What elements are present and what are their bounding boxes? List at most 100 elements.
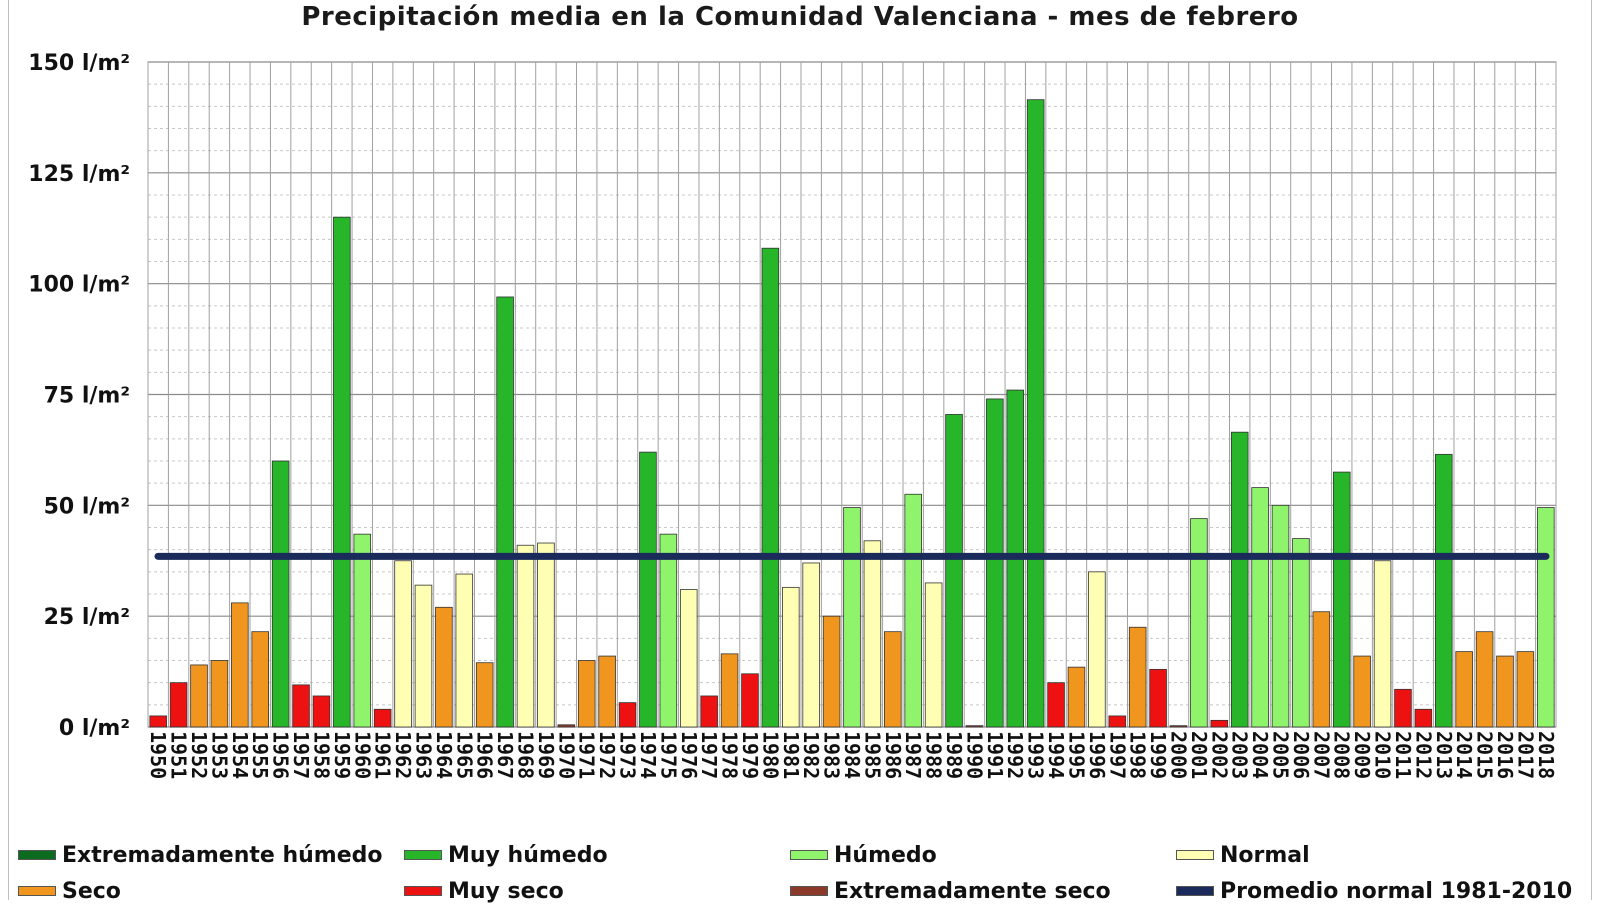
bar-1974 bbox=[639, 451, 657, 728]
bar-1975 bbox=[659, 533, 678, 728]
x-tick-label: 1981 bbox=[779, 731, 803, 779]
x-tick-label: 2012 bbox=[1411, 731, 1435, 779]
x-tick-label: 1962 bbox=[391, 731, 415, 779]
chart-frame bbox=[8, 0, 1592, 900]
bar-1978 bbox=[720, 653, 739, 728]
x-tick-label: 1973 bbox=[616, 731, 640, 779]
bar-1952 bbox=[190, 664, 208, 728]
legend-swatch bbox=[790, 886, 828, 896]
bar-1961 bbox=[373, 708, 392, 728]
x-tick-label: 2004 bbox=[1248, 731, 1272, 779]
bar-1990 bbox=[965, 725, 984, 728]
legend-swatch bbox=[404, 850, 442, 860]
x-tick-label: 2017 bbox=[1513, 731, 1537, 779]
bar-1973 bbox=[618, 702, 637, 728]
x-tick-label: 2005 bbox=[1269, 731, 1293, 779]
bar-2007 bbox=[1312, 611, 1331, 728]
bar-2012 bbox=[1414, 708, 1433, 728]
legend-label: Extremadamente húmedo bbox=[62, 842, 383, 868]
x-tick-label: 1955 bbox=[248, 731, 272, 779]
x-tick-label: 1967 bbox=[493, 731, 517, 779]
legend-item-normal: Normal bbox=[1176, 842, 1310, 868]
x-tick-label: 1999 bbox=[1146, 731, 1170, 779]
bar-2009 bbox=[1353, 655, 1371, 728]
legend-swatch bbox=[18, 850, 56, 860]
x-tick-label: 1966 bbox=[473, 731, 497, 779]
x-tick-label: 1971 bbox=[575, 731, 599, 779]
x-tick-label: 1983 bbox=[820, 731, 844, 779]
x-tick-label: 1980 bbox=[758, 731, 782, 779]
bar-2018 bbox=[1537, 507, 1555, 728]
x-tick-label: 1996 bbox=[1085, 731, 1109, 779]
bar-1960 bbox=[353, 533, 372, 728]
x-tick-label: 1953 bbox=[207, 731, 231, 779]
x-tick-label: 2014 bbox=[1452, 731, 1476, 779]
bar-1982 bbox=[802, 562, 820, 728]
legend-label: Muy húmedo bbox=[448, 842, 608, 868]
x-tick-label: 1965 bbox=[452, 731, 476, 779]
bar-1991 bbox=[986, 398, 1004, 728]
x-tick-label: 1956 bbox=[269, 731, 293, 779]
x-tick-label: 1963 bbox=[411, 731, 435, 779]
y-tick-label: 150 l/m² bbox=[28, 51, 130, 76]
bar-1993 bbox=[1026, 99, 1045, 728]
bar-1972 bbox=[598, 655, 616, 728]
x-tick-label: 1977 bbox=[697, 731, 721, 779]
x-tick-label: 1994 bbox=[1044, 731, 1068, 779]
x-tick-label: 1970 bbox=[554, 731, 578, 779]
x-tick-label: 1957 bbox=[289, 731, 313, 779]
bar-2016 bbox=[1496, 655, 1514, 728]
legend-label: Extremadamente seco bbox=[834, 878, 1111, 904]
bar-1958 bbox=[312, 695, 331, 728]
x-axis-ticks: 1950195119521953195419551956195719581959… bbox=[146, 731, 1558, 779]
bar-1997 bbox=[1108, 715, 1127, 728]
bar-1957 bbox=[292, 684, 310, 728]
x-tick-label: 1992 bbox=[1003, 731, 1027, 779]
bar-2017 bbox=[1516, 651, 1535, 728]
legend-label: Húmedo bbox=[834, 842, 937, 868]
bars bbox=[149, 99, 1555, 728]
bar-1985 bbox=[863, 540, 882, 728]
bar-1980 bbox=[761, 247, 780, 728]
bar-2001 bbox=[1190, 518, 1208, 728]
x-tick-label: 1974 bbox=[636, 731, 660, 779]
bar-1971 bbox=[577, 660, 596, 728]
bar-1963 bbox=[414, 584, 433, 728]
x-tick-label: 1995 bbox=[1064, 731, 1088, 779]
bar-1968 bbox=[516, 544, 535, 728]
x-tick-label: 1990 bbox=[962, 731, 986, 779]
bar-1979 bbox=[741, 673, 759, 728]
bar-1964 bbox=[435, 606, 453, 728]
bar-1998 bbox=[1128, 626, 1147, 728]
x-tick-label: 1989 bbox=[942, 731, 966, 779]
bar-1966 bbox=[475, 662, 494, 728]
x-tick-label: 2009 bbox=[1350, 731, 1374, 779]
chart-title: Precipitación media en la Comunidad Vale… bbox=[301, 2, 1299, 32]
bar-1950 bbox=[149, 715, 167, 728]
legend-item-seco: Seco bbox=[18, 878, 121, 904]
x-tick-label: 2006 bbox=[1289, 731, 1313, 779]
legend-item-extremadamente_seco: Extremadamente seco bbox=[790, 878, 1111, 904]
x-tick-label: 1959 bbox=[330, 731, 354, 779]
x-tick-label: 2015 bbox=[1473, 731, 1497, 779]
x-tick-label: 1984 bbox=[840, 731, 864, 779]
x-tick-label: 2018 bbox=[1534, 731, 1558, 779]
bar-1976 bbox=[679, 589, 698, 728]
x-tick-label: 2010 bbox=[1371, 731, 1395, 779]
y-tick-label: 75 l/m² bbox=[44, 384, 130, 409]
bar-2008 bbox=[1332, 471, 1351, 728]
bar-1965 bbox=[455, 573, 474, 728]
x-tick-label: 2008 bbox=[1330, 731, 1354, 779]
bar-2000 bbox=[1169, 725, 1188, 728]
bar-1983 bbox=[822, 615, 841, 728]
bar-1962 bbox=[394, 560, 412, 728]
x-tick-label: 1998 bbox=[1126, 731, 1150, 779]
x-tick-label: 1982 bbox=[799, 731, 823, 779]
x-tick-label: 1952 bbox=[187, 731, 211, 779]
bar-1959 bbox=[333, 216, 351, 728]
legend-item-promedio: Promedio normal 1981-2010 bbox=[1176, 878, 1572, 904]
x-tick-label: 1978 bbox=[718, 731, 742, 779]
x-tick-label: 1950 bbox=[146, 731, 170, 779]
x-tick-label: 1968 bbox=[514, 731, 538, 779]
x-tick-label: 1961 bbox=[371, 731, 395, 779]
